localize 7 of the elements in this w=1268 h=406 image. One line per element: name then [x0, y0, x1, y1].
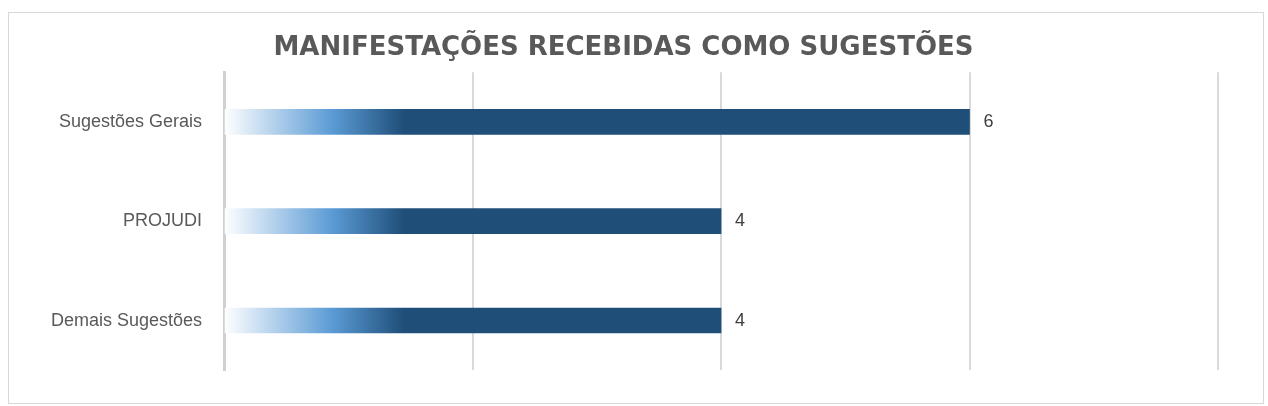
y-tick-label: Sugestões Gerais [59, 110, 203, 131]
data-label: 6 [983, 110, 994, 131]
data-label: 4 [735, 309, 746, 330]
data-label: 4 [735, 210, 746, 231]
chart-title: MANIFESTAÇÕES RECEBIDAS COMO SUGESTÕES [273, 30, 974, 62]
y-tick-label: Demais Sugestões [51, 309, 203, 330]
y-tick-label: PROJUDI [123, 210, 203, 231]
